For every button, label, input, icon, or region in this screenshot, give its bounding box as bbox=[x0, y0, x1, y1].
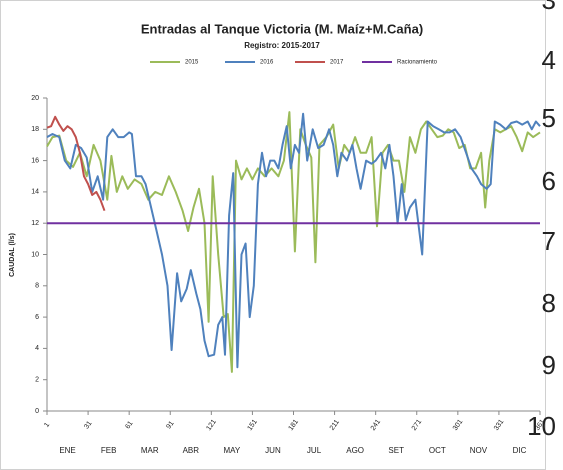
legend-label: Racionamiento bbox=[397, 60, 438, 66]
chart-subtitle: Registro: 2015-2017 bbox=[244, 41, 320, 50]
side-number: 7 bbox=[542, 226, 556, 256]
side-number: 4 bbox=[542, 45, 556, 75]
month-label: NOV bbox=[470, 446, 488, 455]
y-tick-label: 20 bbox=[31, 95, 39, 102]
legend-label: 2017 bbox=[330, 60, 344, 66]
y-tick-label: 2 bbox=[35, 377, 39, 384]
x-tick-label: 61 bbox=[124, 420, 134, 430]
legend-label: 2016 bbox=[260, 60, 274, 66]
month-label: JUL bbox=[307, 446, 322, 455]
y-tick-label: 12 bbox=[31, 220, 39, 227]
month-label: ENE bbox=[59, 446, 75, 455]
side-number: 10 bbox=[527, 411, 556, 441]
y-tick-label: 16 bbox=[31, 157, 39, 164]
series-line bbox=[46, 112, 541, 369]
chart-title: Entradas al Tanque Victoria (M. Maíz+M.C… bbox=[141, 21, 423, 36]
month-label: OCT bbox=[429, 446, 446, 455]
side-number: 8 bbox=[542, 288, 556, 318]
month-label: AGO bbox=[346, 446, 364, 455]
month-label: ABR bbox=[183, 446, 200, 455]
y-tick-label: 10 bbox=[31, 251, 39, 258]
month-label: JUN bbox=[265, 446, 281, 455]
side-number: 9 bbox=[542, 350, 556, 380]
y-tick-label: 8 bbox=[35, 283, 39, 290]
month-label: MAR bbox=[141, 446, 159, 455]
legend-label: 2015 bbox=[185, 60, 199, 66]
y-tick-label: 0 bbox=[35, 408, 39, 415]
side-number: 6 bbox=[542, 166, 556, 196]
side-number: 3 bbox=[542, 0, 556, 15]
side-number: 5 bbox=[542, 103, 556, 133]
y-tick-label: 4 bbox=[35, 345, 39, 352]
x-tick-label: 91 bbox=[165, 420, 175, 430]
month-label: SET bbox=[388, 446, 404, 455]
x-tick-label: 1 bbox=[43, 422, 51, 429]
y-axis-label: CAUDAL (l/s) bbox=[9, 233, 16, 277]
x-tick-label: 31 bbox=[83, 420, 93, 430]
y-tick-label: 6 bbox=[35, 314, 39, 321]
month-label: FEB bbox=[101, 446, 117, 455]
y-tick-label: 18 bbox=[31, 126, 39, 133]
month-label: DIC bbox=[513, 446, 527, 455]
y-tick-label: 14 bbox=[31, 189, 39, 196]
month-label: MAY bbox=[224, 446, 241, 455]
chart-frame bbox=[0, 0, 546, 470]
series-line bbox=[46, 111, 541, 373]
series-line bbox=[46, 115, 106, 212]
